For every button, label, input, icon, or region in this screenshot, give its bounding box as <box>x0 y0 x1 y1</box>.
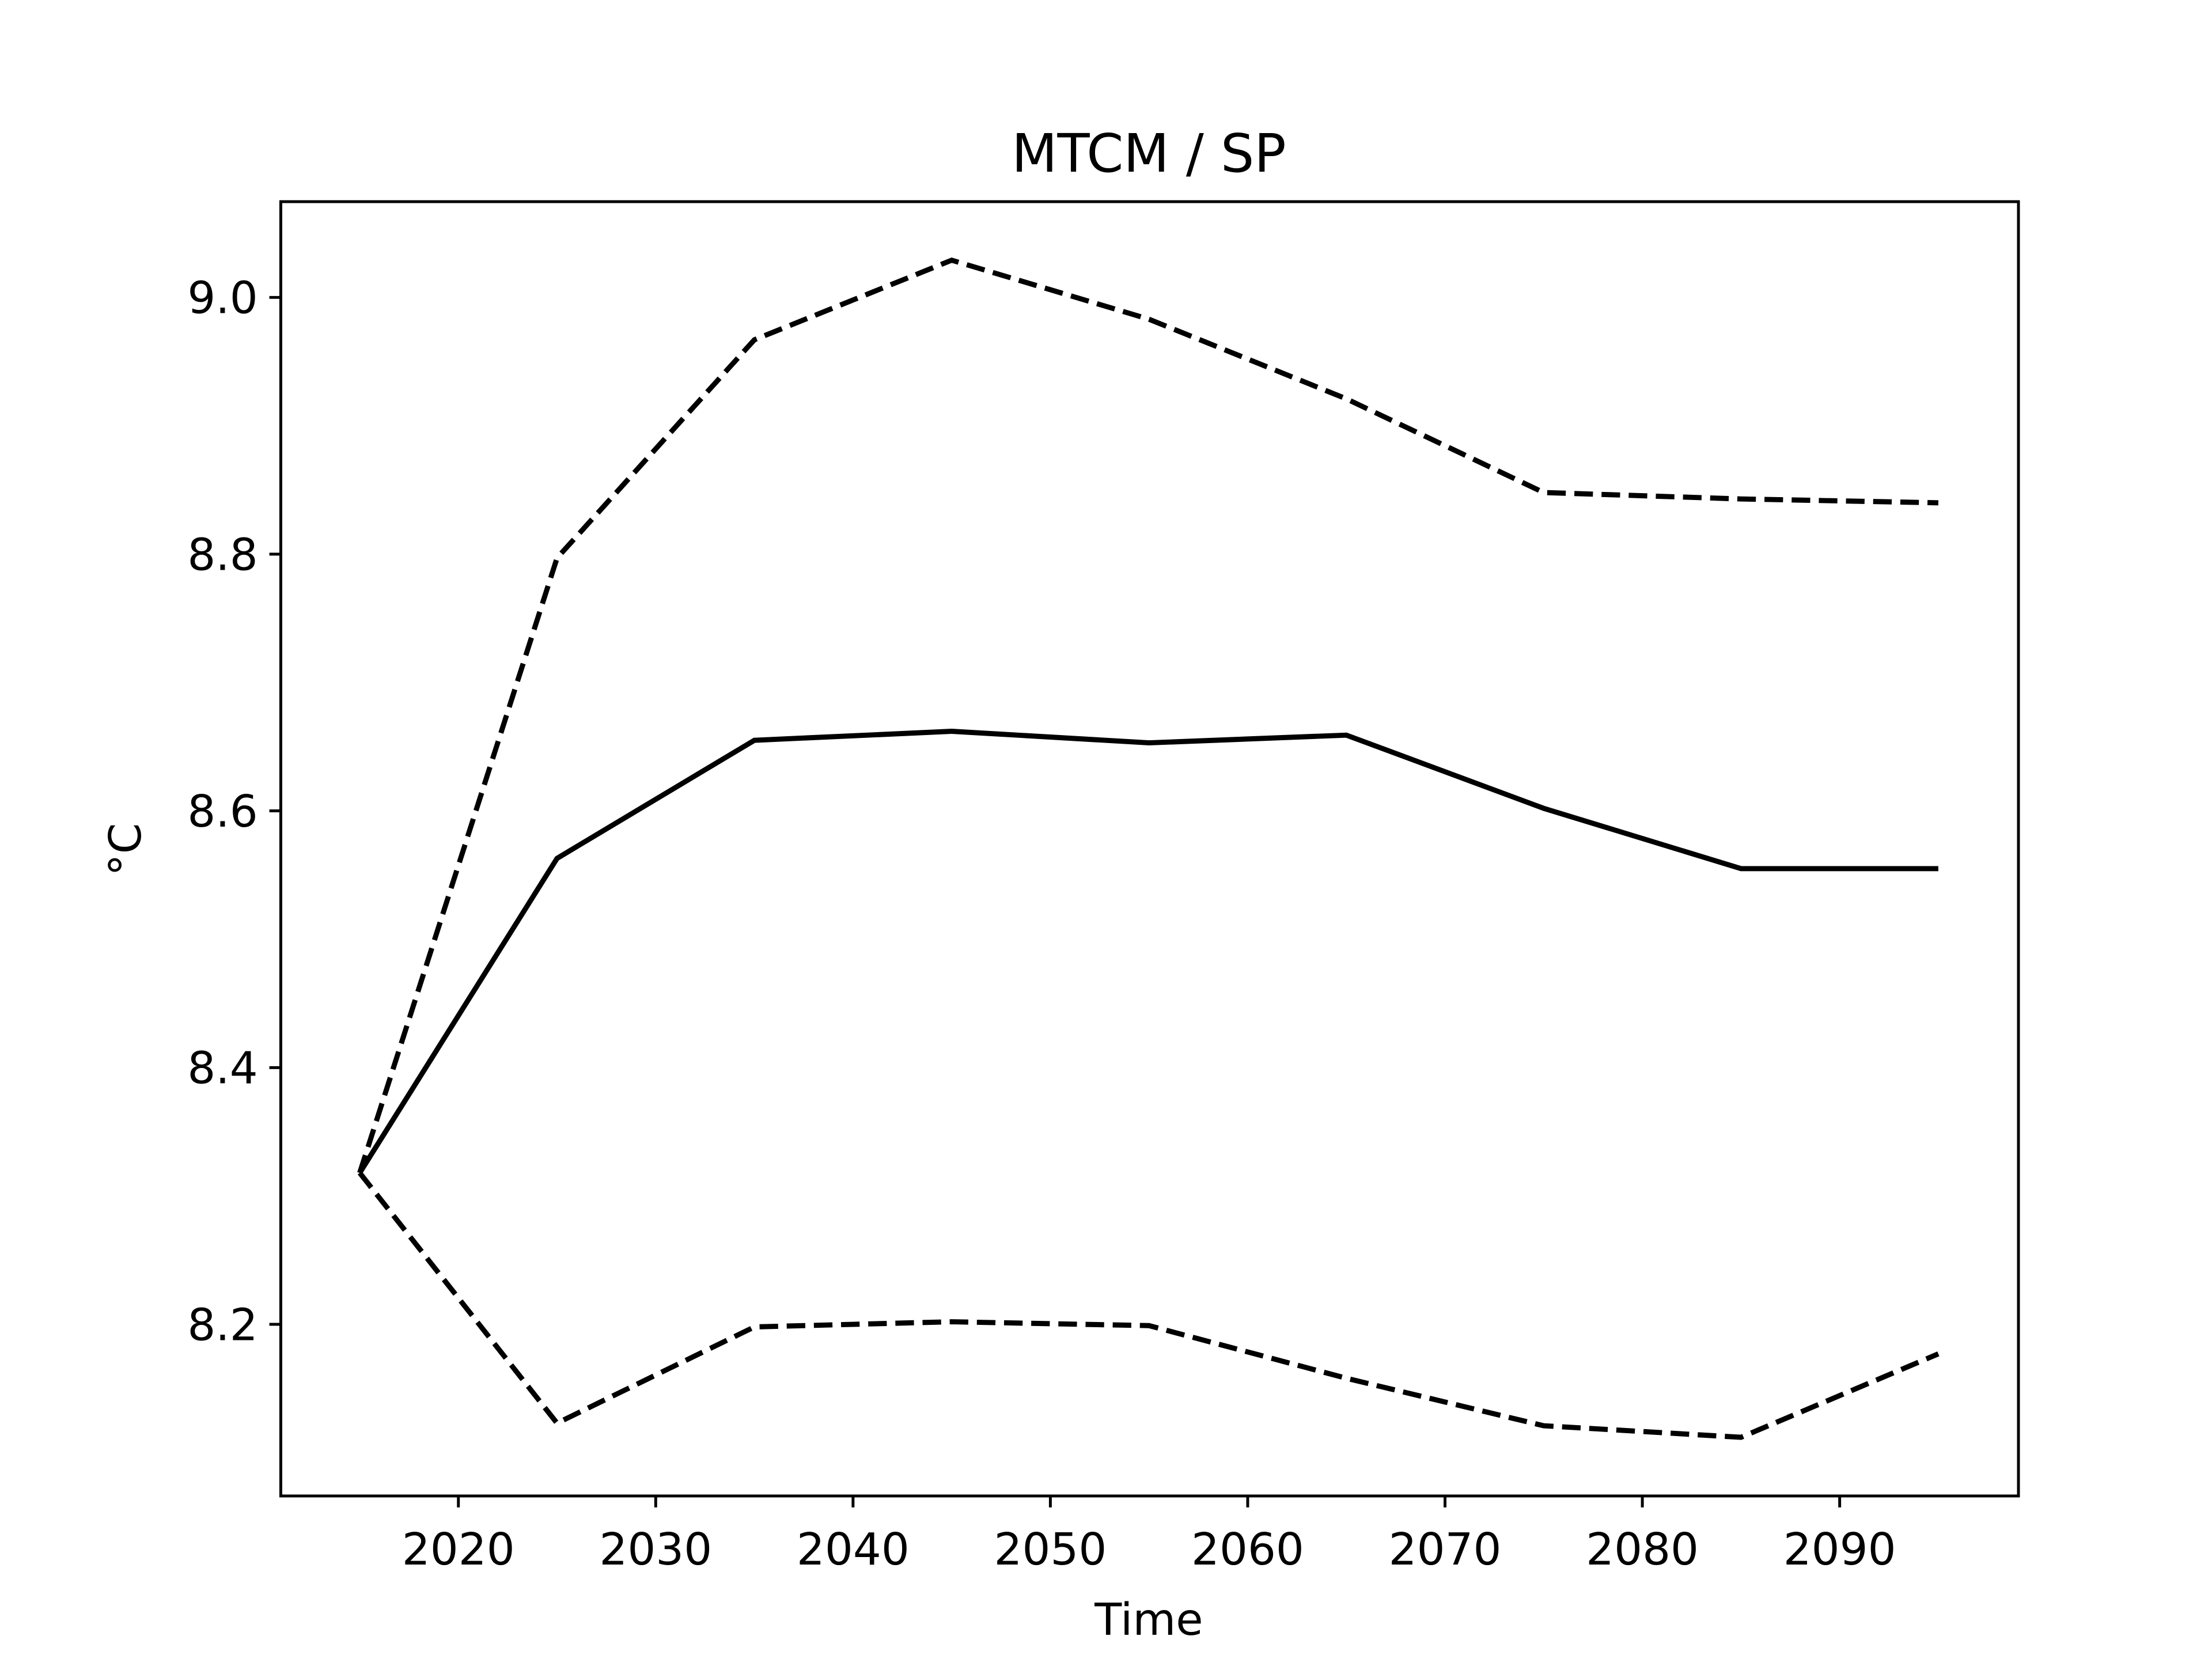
x-tick-label: 2050 <box>994 1524 1107 1575</box>
series-line <box>357 729 1938 1175</box>
y-tick-label: 9.0 <box>187 273 257 324</box>
chart-title: MTCM / SP <box>1012 123 1286 184</box>
x-tick-label: 2080 <box>1586 1524 1699 1575</box>
series-line <box>357 1171 1940 1440</box>
series-line <box>357 257 1939 1174</box>
y-tick-label: 8.4 <box>187 1043 257 1094</box>
x-tick-label: 2030 <box>599 1524 712 1575</box>
y-tick-label: 8.2 <box>187 1300 257 1351</box>
y-tick-label: 8.6 <box>187 786 257 838</box>
plot-frame <box>279 200 2020 1498</box>
x-tick-label: 2070 <box>1389 1524 1502 1575</box>
y-axis-label: °C <box>100 823 151 876</box>
y-tick-label: 8.8 <box>187 529 257 581</box>
x-tick-label: 2020 <box>402 1524 515 1575</box>
x-tick-label: 2090 <box>1783 1524 1896 1575</box>
x-tick-label: 2060 <box>1191 1524 1304 1575</box>
x-axis-label: Time <box>1094 1594 1203 1646</box>
x-tick-label: 2040 <box>797 1524 910 1575</box>
